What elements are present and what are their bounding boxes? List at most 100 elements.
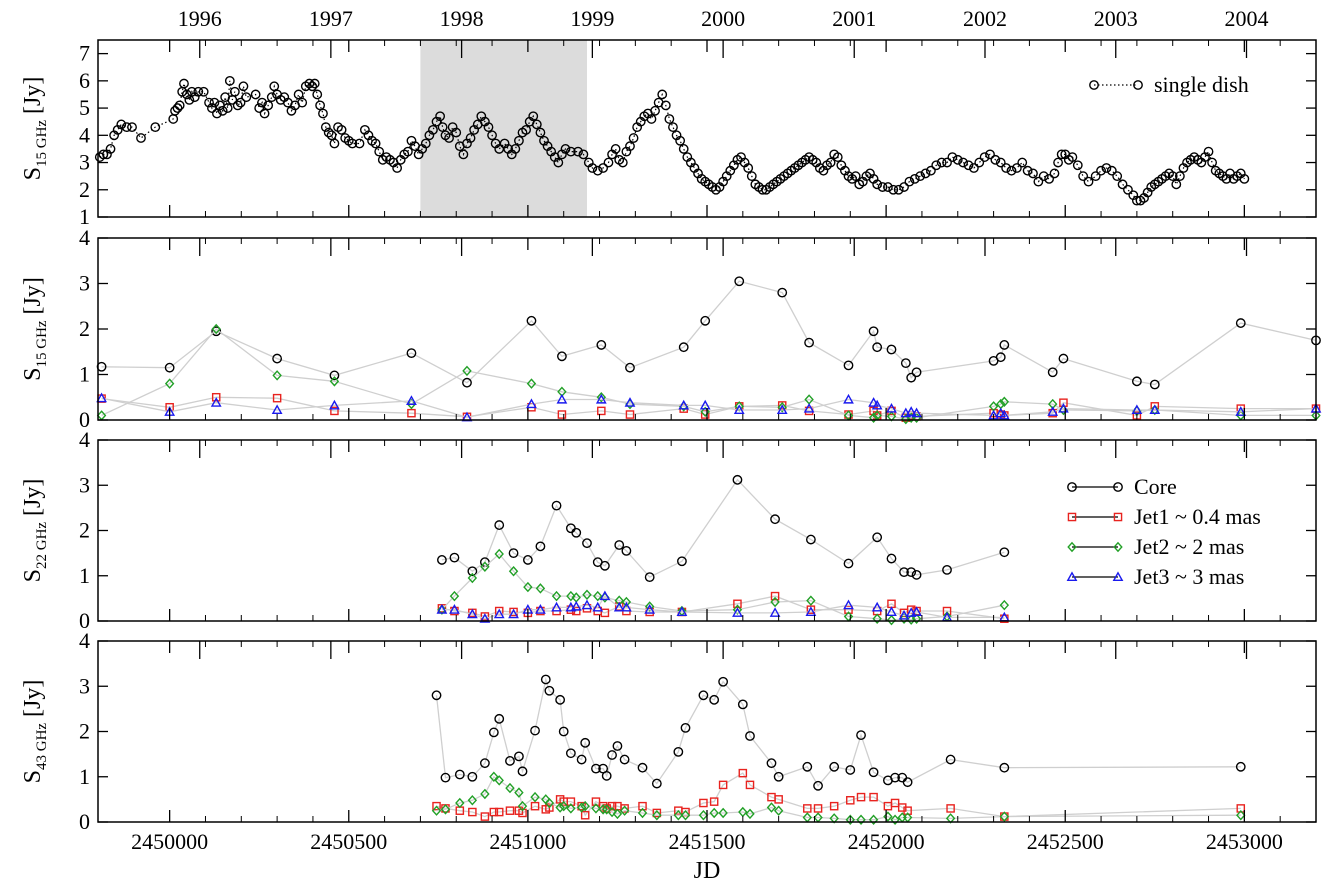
data-point	[1033, 176, 1044, 187]
data-point	[1011, 163, 1022, 173]
series-line	[99, 80, 1245, 202]
data-point	[592, 165, 603, 176]
data-point	[856, 814, 866, 825]
data-point	[551, 601, 562, 612]
legend: single dish	[1089, 72, 1249, 97]
data-point	[544, 797, 555, 809]
data-point	[625, 410, 635, 419]
series-line	[101, 397, 1317, 418]
data-point	[777, 401, 787, 410]
data-point	[211, 392, 221, 402]
data-point	[883, 182, 893, 192]
year-tick-label: 2003	[1094, 6, 1138, 31]
data-point	[1150, 404, 1160, 416]
data-point	[843, 393, 854, 404]
data-point	[483, 122, 494, 133]
data-point	[211, 323, 221, 335]
data-point	[467, 771, 478, 782]
data-point	[620, 804, 629, 813]
data-point	[872, 179, 883, 190]
data-point	[544, 685, 555, 696]
y-tick-label: 0	[79, 407, 90, 432]
legend-label: Jet1 ~ 0.4 mas	[1134, 504, 1261, 529]
data-point	[293, 89, 304, 100]
data-point	[868, 814, 879, 825]
data-point	[843, 599, 854, 610]
data-point	[489, 771, 499, 782]
data-point	[995, 352, 1006, 363]
data-point	[676, 606, 688, 617]
data-point	[737, 699, 748, 710]
data-point	[709, 797, 719, 806]
data-point	[257, 97, 267, 108]
data-point	[596, 340, 607, 350]
data-point	[545, 803, 554, 812]
data-point	[905, 406, 917, 416]
y-tick-label: 1	[79, 362, 90, 387]
data-point	[612, 741, 623, 751]
data-point	[250, 89, 261, 100]
data-point	[902, 777, 913, 788]
data-point	[766, 802, 777, 813]
data-point	[698, 809, 709, 821]
data-point	[232, 100, 243, 111]
data-point	[886, 344, 897, 355]
data-point	[770, 596, 780, 608]
data-point	[193, 86, 204, 97]
data-point	[509, 607, 518, 617]
data-point	[738, 768, 748, 778]
data-point	[1022, 165, 1033, 176]
data-point	[650, 105, 660, 116]
data-point	[1131, 376, 1142, 387]
data-point	[1047, 367, 1058, 378]
data-point	[297, 97, 308, 108]
data-point	[770, 514, 780, 525]
data-point	[530, 801, 540, 811]
data-point	[370, 138, 381, 149]
data-point	[553, 157, 564, 168]
data-point	[999, 547, 1010, 558]
data-point	[888, 184, 899, 195]
data-point	[494, 548, 504, 560]
data-point	[619, 754, 630, 765]
data-point	[813, 780, 823, 791]
data-point	[263, 100, 274, 111]
data-point	[600, 608, 610, 618]
data-point	[449, 590, 460, 602]
x-tick-label: 2453000	[1206, 829, 1283, 854]
data-point	[911, 407, 922, 418]
data-point	[96, 392, 107, 403]
legend-label: single dish	[1154, 72, 1249, 97]
data-point	[621, 601, 632, 612]
data-point	[467, 566, 478, 577]
data-point	[899, 182, 909, 192]
year-tick-label: 1998	[440, 6, 484, 31]
data-point	[999, 340, 1010, 350]
data-point	[523, 581, 533, 593]
data-point	[644, 604, 656, 614]
data-point	[406, 395, 417, 405]
data-point	[164, 362, 175, 373]
data-point	[480, 788, 490, 800]
chart-root: 1996 1997 1998 1999 2000 2001 2002 2003 20041234…	[20, 6, 1322, 884]
data-point	[699, 399, 711, 410]
data-point	[657, 89, 668, 100]
data-point	[1083, 176, 1094, 187]
data-point	[886, 614, 897, 626]
data-point	[479, 613, 491, 623]
y-tick-label: 1	[79, 764, 90, 789]
y-tick-label: 0	[79, 608, 90, 633]
data-point	[320, 122, 331, 133]
data-point	[451, 127, 462, 138]
data-point	[813, 804, 823, 813]
y-tick-label: 3	[79, 673, 90, 698]
data-point	[580, 737, 591, 748]
series-line	[101, 396, 1316, 419]
data-point	[1017, 157, 1028, 168]
legend-label: Jet3 ~ 3 mas	[1134, 564, 1244, 589]
data-point	[136, 133, 146, 143]
data-point	[803, 402, 815, 413]
data-point	[868, 326, 879, 337]
data-point	[402, 146, 413, 157]
